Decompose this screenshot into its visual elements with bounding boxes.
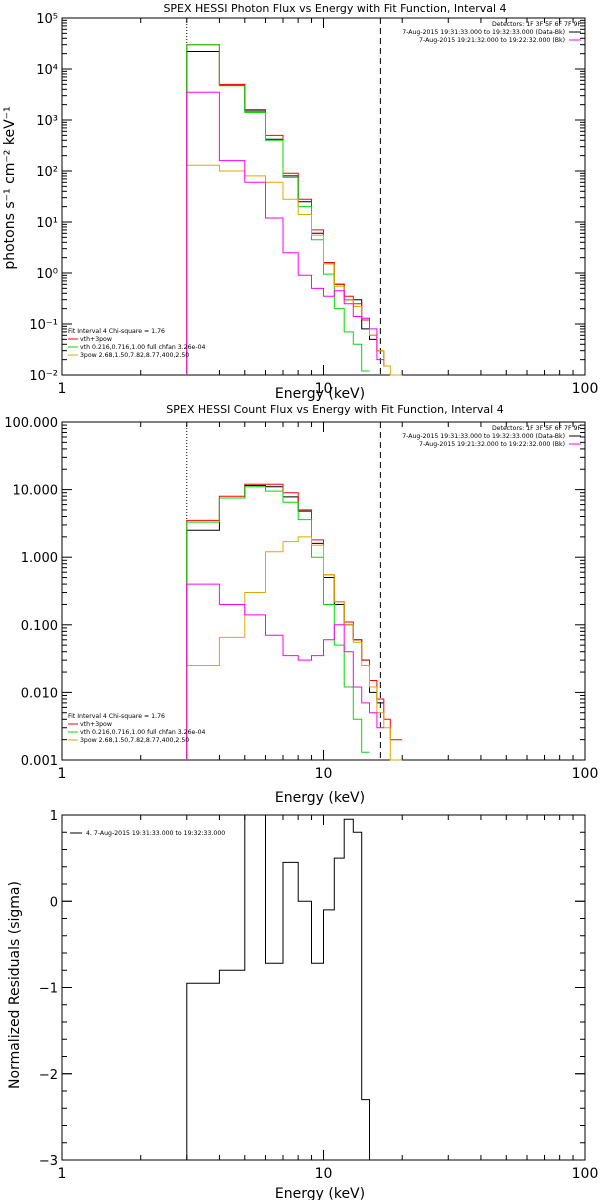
residuals-y-tick-label: −2 — [39, 1068, 58, 1083]
photon-y-tick-label: 10⁰ — [36, 267, 58, 282]
photon-y-tick-label: 10⁻² — [29, 369, 58, 384]
photon-x-axis-label: Energy (keV) — [275, 386, 365, 402]
photon-plot-frame — [61, 17, 586, 376]
count-flux-chart: SPEX HESSI Count Flux vs Energy with Fit… — [4, 403, 598, 806]
photon-legend-tr-entry: Detectors: 1F 3F 5F 6F 7F 9F — [492, 21, 581, 28]
count-x-tick-label: 10 — [315, 766, 333, 782]
photon-x-tick-label: 10 — [315, 381, 333, 397]
photon-legend-bl-entry: vth 0.216,0.716,1.00 full chfan 3.26e-04 — [80, 344, 206, 351]
photon-series-3pow — [186, 164, 403, 376]
residuals-y-tick-label: −1 — [39, 982, 58, 997]
count-legend-bl-entry: vth 0.216,0.716,1.00 full chfan 3.26e-04 — [80, 729, 206, 736]
residuals-chart: Energy (keV) Normalized Residuals (sigma… — [7, 809, 598, 1200]
count-y-tick-label: 100.000 — [4, 416, 58, 431]
photon-flux-chart: SPEX HESSI Photon Flux vs Energy with Fi… — [2, 2, 598, 402]
photon-y-tick-label: 10⁵ — [36, 12, 58, 27]
residuals-legend-tl-entry: 4. 7-Aug-2015 19:31:33.000 to 19:32:33.0… — [86, 830, 225, 837]
count-legend-bl-entry: 3pow 2.68,1.50,7.82,8.77,400,2.50 — [80, 737, 189, 744]
count-chart-title: SPEX HESSI Count Flux vs Energy with Fit… — [166, 403, 503, 416]
count-series-bk — [186, 583, 384, 760]
photon-y-tick-label: 10³ — [36, 114, 58, 129]
residuals-y-tick-label: 0 — [50, 895, 58, 910]
count-legend-tr-entry: Detectors: 1F 3F 5F 6F 7F 9F — [492, 425, 581, 432]
residuals-y-tick-label: 1 — [50, 809, 58, 824]
photon-series-data-bk — [186, 51, 377, 375]
photon-legend-bl-entry: vth+3pow — [80, 336, 112, 343]
residuals-y-tick-label: −3 — [39, 1154, 58, 1169]
photon-series-vth — [186, 44, 370, 375]
count-legend-bl-entry: Fit Interval 4 Chi-square = 1.76 — [68, 713, 165, 720]
photon-y-tick-label: 10² — [36, 165, 58, 180]
photon-x-tick-label: 100 — [572, 381, 599, 397]
count-series-3pow — [186, 536, 403, 761]
residuals-plot-frame — [61, 814, 586, 1161]
count-y-tick-label: 0.001 — [21, 754, 58, 769]
count-y-tick-label: 0.010 — [21, 686, 58, 701]
residuals-series-residuals — [186, 814, 384, 1161]
photon-y-tick-label: 10¹ — [36, 216, 58, 231]
residuals-x-tick-label: 100 — [572, 1166, 599, 1182]
count-y-tick-label: 1.000 — [21, 551, 58, 566]
photon-chart-title: SPEX HESSI Photon Flux vs Energy with Fi… — [163, 2, 506, 15]
residuals-y-axis-label: Normalized Residuals (sigma) — [7, 881, 23, 1089]
count-y-tick-label: 0.100 — [21, 619, 58, 634]
photon-y-tick-label: 10⁻¹ — [29, 318, 58, 333]
photon-x-tick-label: 1 — [58, 381, 67, 397]
photon-y-tick-label: 10⁴ — [36, 63, 58, 78]
photon-series-bk — [186, 91, 384, 375]
count-legend-tr-entry: 7-Aug-2015 19:31:33.000 to 19:32:33.000 … — [402, 433, 565, 440]
photon-legend-bl-entry: 3pow 2.68,1.50,7.82,8.77,400,2.50 — [80, 352, 189, 359]
count-legend-tr-entry: 7-Aug-2015 19:21:32.000 to 19:22:32.000 … — [419, 441, 565, 448]
photon-legend-tr-entry: 7-Aug-2015 19:31:33.000 to 19:32:33.000 … — [402, 29, 565, 36]
count-x-tick-label: 100 — [572, 766, 599, 782]
count-y-tick-label: 10.000 — [13, 484, 59, 499]
count-series-vth — [186, 486, 370, 760]
photon-y-axis-label: photons s⁻¹ cm⁻² keV⁻¹ — [2, 106, 18, 269]
count-legend-bl-entry: vth+3pow — [80, 721, 112, 728]
residuals-x-tick-label: 1 — [58, 1166, 67, 1182]
count-x-axis-label: Energy (keV) — [275, 790, 365, 806]
count-x-tick-label: 1 — [58, 766, 67, 782]
photon-series-vth-3pow — [186, 44, 391, 375]
residuals-x-tick-label: 10 — [315, 1166, 333, 1182]
residuals-x-axis-label: Energy (keV) — [275, 1186, 365, 1200]
photon-legend-tr-entry: 7-Aug-2015 19:21:32.000 to 19:22:32.000 … — [419, 37, 565, 44]
photon-legend-bl-entry: Fit Interval 4 Chi-square = 1.76 — [68, 328, 165, 335]
